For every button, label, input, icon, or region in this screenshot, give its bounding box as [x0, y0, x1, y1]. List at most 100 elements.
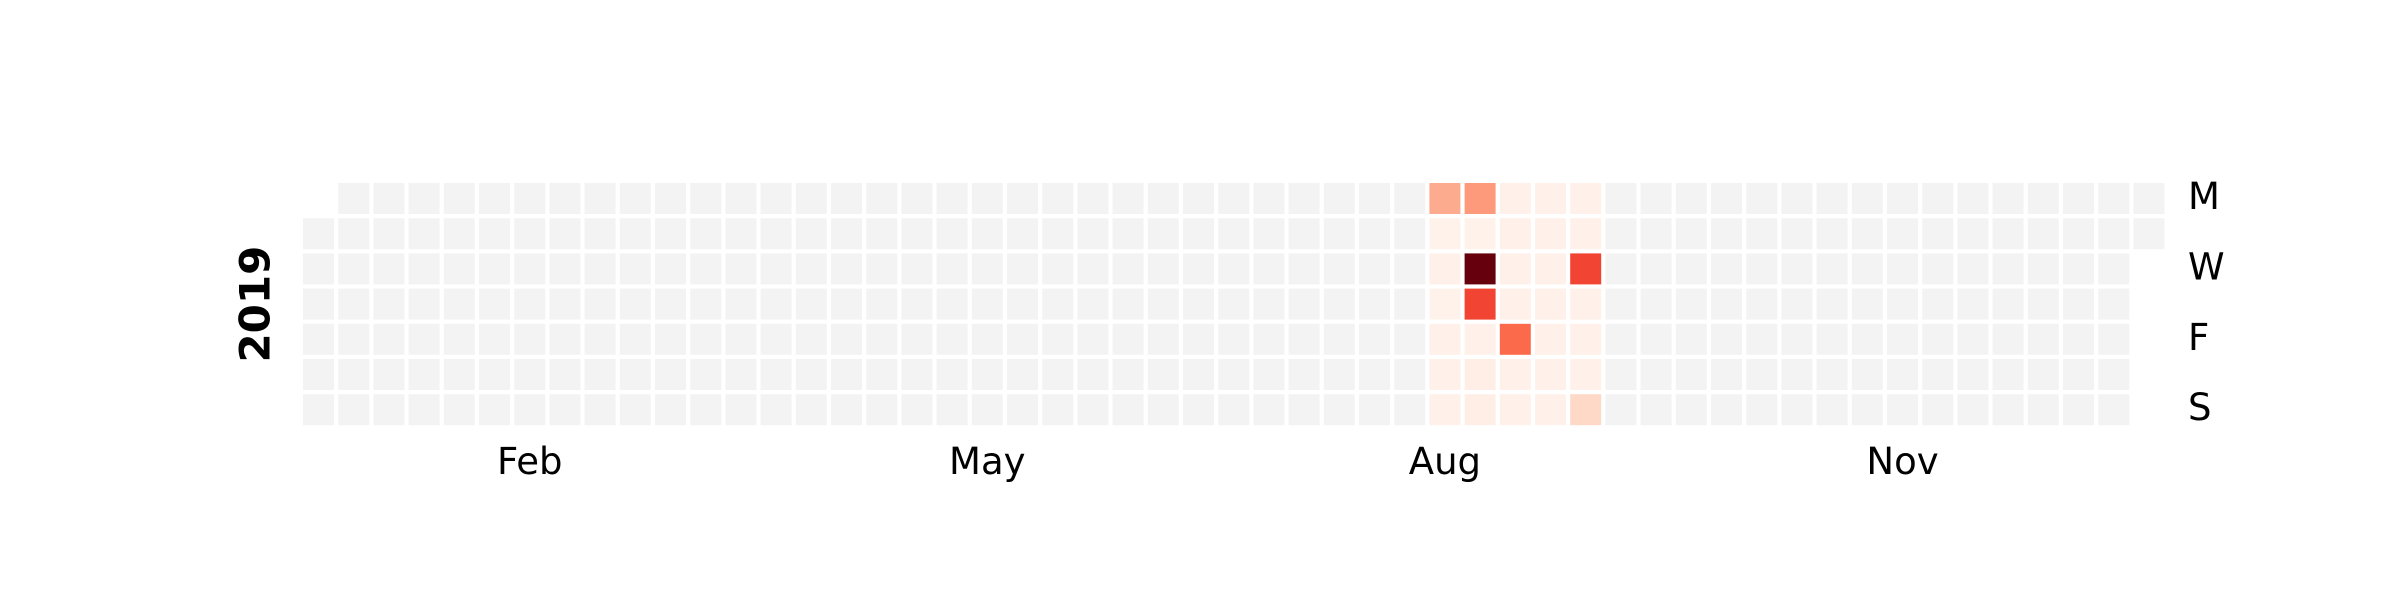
heatmap-cell — [831, 323, 862, 355]
heatmap-cell — [1605, 394, 1637, 426]
heatmap-cell — [1288, 253, 1320, 285]
heatmap-cell — [1394, 288, 1426, 320]
heatmap-cell — [1605, 183, 1637, 214]
heatmap-cell — [1640, 288, 1672, 320]
heatmap-cell — [1288, 323, 1320, 355]
heatmap-cell — [795, 359, 827, 390]
heatmap-cell — [408, 253, 440, 285]
heatmap-cell — [971, 359, 1003, 390]
heatmap-cell — [1746, 359, 1778, 390]
heatmap-cell — [584, 253, 616, 285]
heatmap-cell — [549, 253, 581, 285]
heatmap-cell — [901, 288, 933, 320]
heatmap-cell — [795, 394, 827, 426]
heatmap-cell — [2063, 323, 2094, 355]
heatmap-cell — [1323, 218, 1355, 250]
heatmap-cell — [443, 218, 475, 250]
heatmap-cell — [1394, 394, 1426, 426]
heatmap-cell — [373, 323, 405, 355]
heatmap-cell — [338, 183, 370, 214]
heatmap-cell — [338, 253, 370, 285]
heatmap-cell — [1781, 183, 1813, 214]
heatmap-cell — [1147, 359, 1179, 390]
heatmap-cell — [866, 253, 898, 285]
heatmap-cell — [690, 183, 722, 214]
heatmap-cell — [1183, 218, 1214, 250]
heatmap-cell — [655, 253, 686, 285]
heatmap-cell — [303, 218, 334, 250]
heatmap-cell — [1711, 323, 1742, 355]
heatmap-cell — [1922, 288, 1954, 320]
heatmap-cell — [901, 359, 933, 390]
heatmap-cell — [619, 183, 651, 214]
heatmap-cell — [1323, 253, 1355, 285]
heatmap-cell-active — [1429, 218, 1461, 250]
heatmap-cell — [1992, 359, 2024, 390]
heatmap-cell — [1992, 394, 2024, 426]
heatmap-cell — [1711, 218, 1742, 250]
heatmap-cell — [1746, 183, 1778, 214]
heatmap-cell-active — [1464, 394, 1496, 426]
heatmap-cell — [479, 218, 510, 250]
heatmap-cell — [725, 288, 757, 320]
heatmap-cell — [725, 359, 757, 390]
heatmap-cell — [936, 359, 968, 390]
month-labels: Feb May Aug Nov — [497, 440, 1939, 483]
heatmap-cell — [1851, 218, 1883, 250]
heatmap-cell — [1112, 218, 1144, 250]
heatmap-cell — [549, 218, 581, 250]
heatmap-cell — [725, 394, 757, 426]
heatmap-cell-active — [1535, 218, 1566, 250]
heatmap-cell — [1218, 359, 1250, 390]
heatmap-cell — [690, 218, 722, 250]
heatmap-cell — [1957, 218, 1989, 250]
heatmap-cell — [479, 288, 510, 320]
heatmap-cell — [1922, 394, 1954, 426]
heatmap-cell — [1183, 323, 1214, 355]
heatmap-cell-active — [1570, 253, 1602, 285]
heatmap-cell-active — [1570, 359, 1602, 390]
heatmap-cell — [1112, 183, 1144, 214]
heatmap-cell — [1816, 253, 1848, 285]
heatmap-cell — [584, 394, 616, 426]
heatmap-cell — [1992, 323, 2024, 355]
heatmap-cell — [831, 253, 862, 285]
heatmap-cell — [479, 323, 510, 355]
heatmap-cell — [831, 288, 862, 320]
heatmap-cell — [479, 359, 510, 390]
heatmap-cell — [1183, 359, 1214, 390]
heatmap-cell — [549, 323, 581, 355]
heatmap-cell — [866, 183, 898, 214]
heatmap-cell — [655, 323, 686, 355]
heatmap-cell — [725, 323, 757, 355]
heatmap-cell-active — [1535, 394, 1566, 426]
heatmap-cell — [338, 359, 370, 390]
heatmap-cell-active — [1429, 323, 1461, 355]
heatmap-cell — [619, 323, 651, 355]
heatmap-cell — [1323, 323, 1355, 355]
heatmap-cell — [1887, 253, 1918, 285]
heatmap-cell — [2027, 359, 2059, 390]
heatmap-cell — [479, 253, 510, 285]
heatmap-cell — [1183, 394, 1214, 426]
heatmap-cell — [1781, 218, 1813, 250]
heatmap-cell — [1147, 253, 1179, 285]
heatmap-cell — [1746, 323, 1778, 355]
heatmap-cell — [408, 218, 440, 250]
heatmap-cell — [1007, 394, 1038, 426]
heatmap-cell — [1922, 218, 1954, 250]
heatmap-cell — [1112, 394, 1144, 426]
heatmap-cell — [1781, 359, 1813, 390]
heatmap-cell — [373, 253, 405, 285]
month-label: Feb — [497, 440, 563, 483]
heatmap-cell — [514, 253, 546, 285]
heatmap-cell — [2027, 288, 2059, 320]
heatmap-cell — [831, 394, 862, 426]
heatmap-cell — [303, 323, 334, 355]
heatmap-cell — [1042, 359, 1074, 390]
heatmap-cell — [760, 253, 792, 285]
heatmap-cell-active — [1570, 323, 1602, 355]
heatmap-cell — [1711, 359, 1742, 390]
heatmap-cell — [1218, 253, 1250, 285]
heatmap-cell — [1359, 288, 1390, 320]
